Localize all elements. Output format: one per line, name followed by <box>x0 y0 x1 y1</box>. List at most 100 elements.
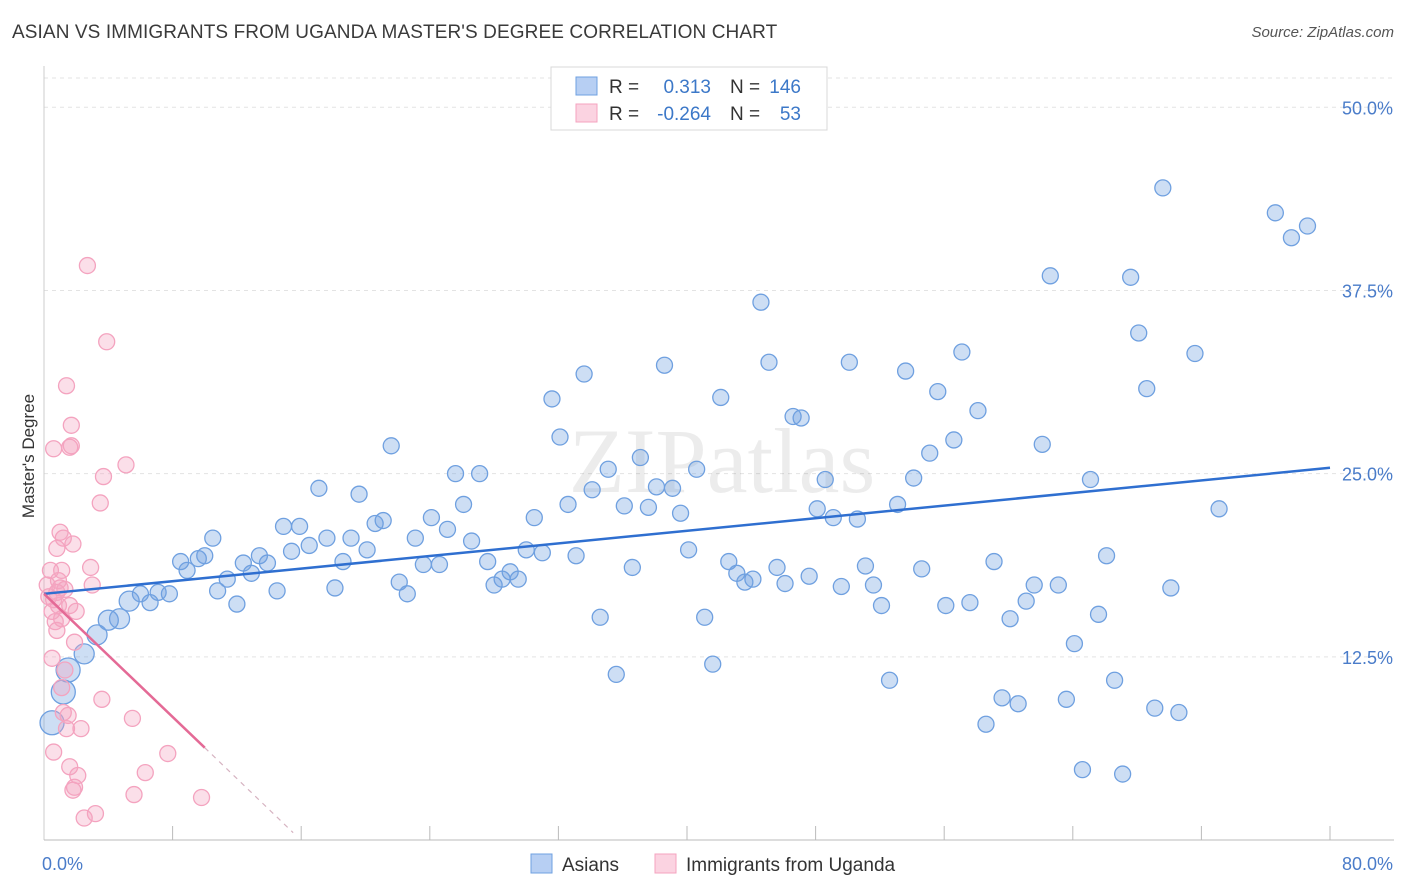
asian-point <box>358 541 376 559</box>
asian-point <box>334 552 352 571</box>
asian-point <box>929 382 947 401</box>
asian-point <box>913 560 931 578</box>
legend-r-value-asian: 0.313 <box>663 77 711 98</box>
asian-point <box>438 520 457 538</box>
legend-r-label-asian: R = <box>609 77 639 98</box>
uganda-point <box>54 703 72 722</box>
uganda-point <box>81 558 100 577</box>
asian-point <box>1210 500 1228 518</box>
asian-point <box>509 570 527 588</box>
legend-n-value-asian: 146 <box>769 77 801 98</box>
chart-title: ASIAN VS IMMIGRANTS FROM UGANDA MASTER'S… <box>12 22 778 43</box>
series-legend-label-asian: Asians <box>562 855 619 876</box>
y-tick-label: 50.0% <box>1342 98 1393 118</box>
asian-point <box>218 570 236 588</box>
asian-point <box>517 541 535 559</box>
asian-point <box>398 585 416 603</box>
asian-point <box>178 561 196 580</box>
uganda-point <box>54 529 72 547</box>
uganda-point <box>123 709 142 728</box>
uganda-point <box>117 456 135 474</box>
series-legend-swatch-uganda <box>654 853 677 874</box>
uganda-point <box>67 602 85 621</box>
asian-point <box>977 715 995 733</box>
uganda-point <box>56 580 74 599</box>
x-tick-label: 0.0% <box>42 854 83 874</box>
uganda-points <box>38 256 211 827</box>
asian-point <box>1146 699 1164 717</box>
asian-point <box>1130 324 1148 342</box>
uganda-point <box>65 633 84 651</box>
asian-point <box>430 555 449 574</box>
asian-point <box>1122 268 1140 286</box>
asian-points <box>39 179 1317 783</box>
asian-point <box>1298 217 1317 235</box>
asian-point <box>108 608 131 630</box>
asian-point <box>533 544 551 562</box>
series-legend-swatch-asian <box>530 853 553 874</box>
uganda-point <box>192 788 211 807</box>
uganda-point <box>44 440 63 458</box>
asian-point <box>1081 470 1100 489</box>
asian-point <box>880 671 899 689</box>
asian-point <box>1097 547 1116 565</box>
asian-point <box>631 448 650 467</box>
asian-point <box>525 508 543 527</box>
uganda-point <box>72 719 90 738</box>
uganda-point <box>62 416 80 434</box>
uganda-point <box>136 763 154 782</box>
asian-point <box>406 529 424 547</box>
y-axis-label: Master's Degree <box>19 394 38 518</box>
asian-point <box>961 593 979 612</box>
asian-point <box>856 557 875 575</box>
asian-point <box>712 388 730 407</box>
uganda-trend-line <box>43 592 206 749</box>
asian-point <box>543 390 561 408</box>
asian-point <box>1065 634 1084 653</box>
asian-point <box>1138 380 1156 398</box>
uganda-point <box>75 809 93 827</box>
asian-point <box>374 511 392 530</box>
uganda-point <box>78 256 97 275</box>
x-tick-label: 80.0% <box>1342 854 1393 874</box>
asian-point <box>1089 605 1108 623</box>
asian-point <box>1033 435 1051 453</box>
asian-point <box>816 470 834 489</box>
asian-point <box>583 481 601 499</box>
asian-point <box>1041 267 1059 285</box>
asian-point <box>342 529 360 547</box>
asian-point <box>97 609 119 631</box>
asian-point <box>704 655 722 673</box>
asian-point <box>318 529 336 547</box>
asian-point <box>953 343 971 361</box>
asian-point <box>1105 671 1124 689</box>
uganda-point <box>86 804 105 823</box>
asian-point <box>792 409 810 427</box>
uganda-point <box>43 649 61 667</box>
asian-point <box>1025 576 1043 594</box>
y-tick-label: 25.0% <box>1342 465 1393 485</box>
asian-point <box>1162 579 1180 597</box>
asian-point <box>591 608 609 626</box>
asian-point <box>832 577 850 596</box>
asian-point <box>479 552 497 571</box>
asian-point <box>258 554 277 572</box>
axes <box>43 66 1394 841</box>
asian-point <box>720 552 738 571</box>
asian-point <box>864 576 883 594</box>
asian-point <box>551 428 569 446</box>
asian-point <box>599 460 617 478</box>
asian-point <box>454 495 473 514</box>
asian-point <box>1001 610 1019 628</box>
asian-point <box>1057 690 1076 708</box>
uganda-point <box>93 690 111 708</box>
legend-r-value-uganda: -0.264 <box>657 104 711 125</box>
legend-swatch-asian <box>575 76 598 96</box>
uganda-point <box>125 785 143 804</box>
asian-point <box>921 444 939 462</box>
asian-point <box>969 401 987 420</box>
asian-point <box>760 353 778 371</box>
y-tick-label: 37.5% <box>1342 281 1393 301</box>
asian-point <box>840 353 859 371</box>
